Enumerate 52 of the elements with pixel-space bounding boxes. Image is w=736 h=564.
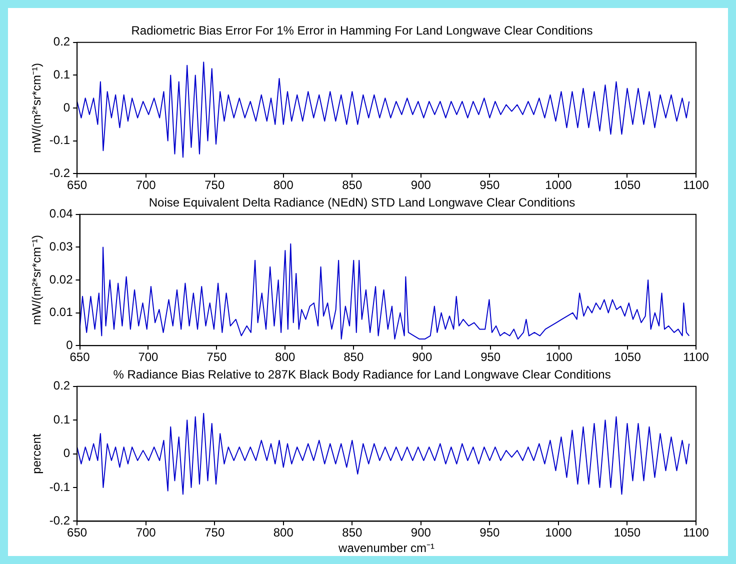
y-tick-label: 0.03: [49, 240, 74, 254]
x-tick-label: 700: [136, 178, 156, 192]
x-tick-label: 800: [273, 526, 294, 540]
x-tick-label: 1000: [546, 350, 573, 364]
y-axis-title: mW/(m²*sr*cm⁻¹): [30, 63, 44, 153]
y-tick-label: 0.01: [49, 305, 74, 320]
y-tick-label: 0.2: [53, 34, 70, 49]
x-tick-label: 1050: [614, 350, 642, 364]
y-axis-title: mW/(m²*sr*cm⁻¹): [30, 235, 44, 325]
x-tick-label: 700: [136, 526, 156, 540]
x-tick-label: 950: [480, 526, 500, 540]
y-tick-label: 0.1: [53, 412, 70, 426]
y-tick-label: -0.1: [49, 480, 70, 494]
x-tick-label: 1100: [683, 350, 710, 364]
chart-title: % Radiance Bias Relative to 287K Black Body Radiance for Land Longwave Clear Conditions: [113, 368, 611, 382]
x-tick-label: 800: [275, 350, 296, 364]
x-tick-label: 850: [342, 526, 362, 540]
x-tick-label: 950: [480, 178, 500, 192]
x-axis-title: wavenumber cm⁻¹: [338, 541, 435, 556]
x-tick-label: 750: [204, 178, 225, 192]
x-tick-label: 900: [412, 350, 432, 364]
y-tick-label: -0.1: [49, 133, 70, 148]
y-tick-label: 0: [66, 338, 74, 352]
y-tick-label: -0.2: [49, 514, 70, 528]
x-tick-label: 650: [67, 178, 88, 192]
x-tick-label: 650: [67, 526, 88, 540]
y-tick-label: 0.1: [53, 68, 70, 82]
y-tick-label: 0.02: [49, 272, 74, 286]
y-tick-label: 0.04: [49, 206, 74, 221]
x-tick-label: 1050: [614, 178, 641, 192]
x-tick-label: 1000: [545, 178, 572, 192]
x-tick-label: 700: [138, 350, 159, 364]
y-tick-label: 0: [63, 446, 70, 460]
x-tick-label: 950: [480, 350, 501, 364]
y-tick-label: 0: [63, 100, 70, 114]
chart-title: Noise Equivalent Delta Radiance (NEdN) STD Land Longwave Clear Conditions: [148, 196, 576, 210]
y-tick-label: -0.2: [49, 166, 70, 180]
x-tick-label: 800: [273, 178, 294, 192]
x-tick-label: 1000: [545, 526, 572, 540]
x-tick-label: 850: [344, 350, 364, 364]
x-tick-label: 900: [410, 178, 432, 192]
x-tick-label: 750: [204, 526, 225, 540]
chart-title: Radiometric Bias Error For 1% Error in Hamming For Land Longwave Clear Conditions: [131, 24, 593, 38]
y-tick-label: 0.2: [53, 378, 70, 393]
x-tick-label: 750: [206, 350, 228, 364]
x-tick-label: 1100: [683, 178, 710, 192]
x-tick-label: 850: [342, 178, 362, 192]
x-tick-label: 900: [410, 526, 432, 540]
x-tick-label: 1100: [683, 526, 710, 540]
x-tick-label: 650: [70, 350, 90, 364]
x-tick-label: 1050: [614, 526, 641, 540]
y-axis-title: percent: [30, 433, 44, 474]
